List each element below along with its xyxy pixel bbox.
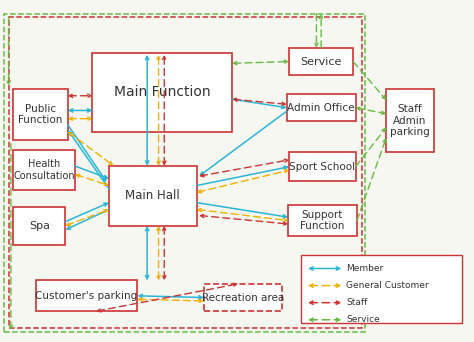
- Bar: [289, 48, 353, 75]
- Bar: [13, 207, 65, 245]
- Text: Service: Service: [346, 315, 380, 324]
- Text: Public
Function: Public Function: [18, 104, 63, 126]
- Bar: [288, 205, 357, 236]
- Bar: [13, 89, 68, 140]
- Text: Staff
Admin
parking: Staff Admin parking: [390, 104, 430, 137]
- Bar: [287, 94, 356, 121]
- Text: General Customer: General Customer: [346, 281, 428, 290]
- Text: Member: Member: [346, 264, 383, 273]
- Text: Admin Office: Admin Office: [287, 103, 355, 113]
- Bar: [36, 280, 137, 311]
- Bar: [301, 255, 462, 323]
- Text: Sport School: Sport School: [289, 162, 356, 172]
- Text: Spa: Spa: [29, 221, 50, 231]
- Text: Service: Service: [301, 56, 342, 67]
- Text: Main Hall: Main Hall: [126, 189, 180, 202]
- Bar: [109, 166, 197, 226]
- Bar: [4, 14, 365, 332]
- Text: Main Function: Main Function: [114, 86, 210, 99]
- Text: Staff: Staff: [346, 298, 367, 307]
- Bar: [13, 150, 75, 190]
- Text: Support
Function: Support Function: [301, 210, 345, 232]
- Text: Customer's parking: Customer's parking: [36, 291, 137, 301]
- Bar: [386, 89, 434, 152]
- Bar: [9, 17, 362, 328]
- Bar: [92, 53, 232, 132]
- Bar: [289, 152, 356, 181]
- Bar: [204, 284, 282, 311]
- Text: Health
Consultation: Health Consultation: [13, 159, 75, 181]
- Text: Recreation area: Recreation area: [202, 292, 284, 303]
